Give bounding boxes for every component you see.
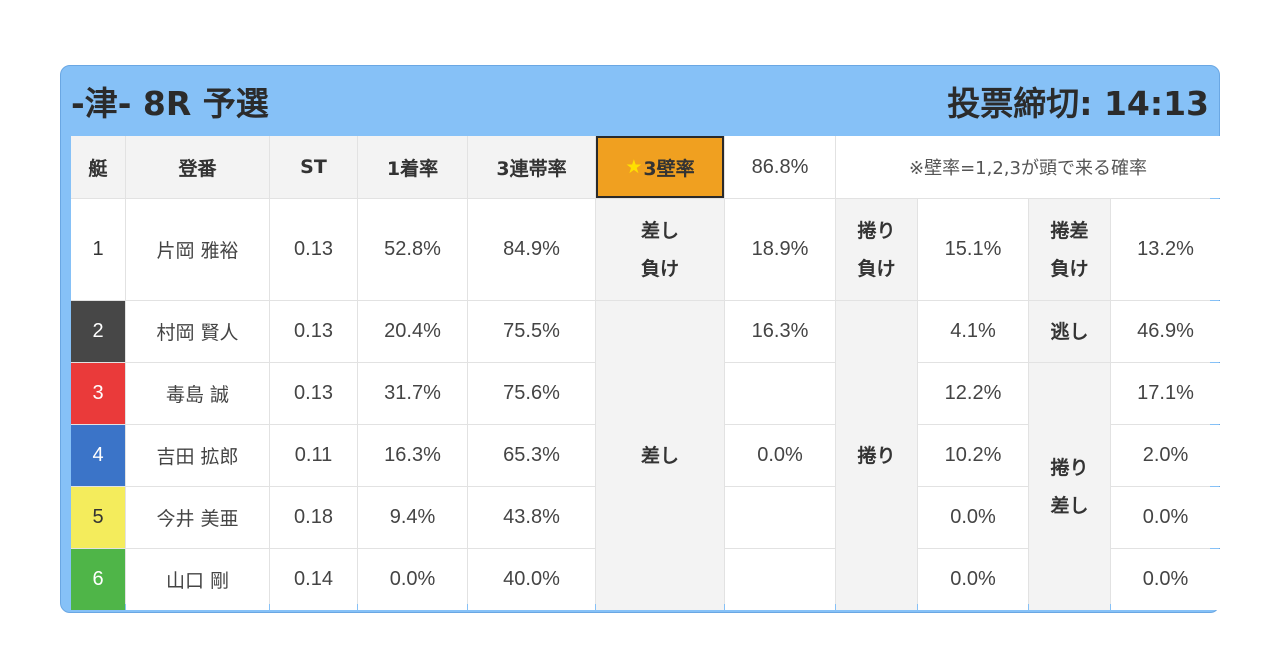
st-5: 0.18 [270,487,357,548]
trio-rate-4: 65.3% [468,425,595,486]
col-header-first-rate: 1着率 [358,136,467,198]
vote-deadline: 投票締切: 14:13 [947,84,1209,123]
sashi-value-6 [725,549,835,610]
kimarite-label-sashi: 差し [596,301,724,610]
star-icon: ★ [625,156,643,178]
sashi-value-2: 16.3% [725,301,835,362]
first-rate-3: 31.7% [358,363,467,424]
boat-number-3: 3 [71,363,125,424]
st-1: 0.13 [270,199,357,300]
makurisashi-value-4: 2.0% [1111,425,1220,486]
col-header-reg: 登番 [126,136,269,198]
wall-rate-label: 3壁率 [643,157,695,180]
col-header-st: ST [270,136,357,198]
makurisashi-value-3: 17.1% [1111,363,1220,424]
st-3: 0.13 [270,363,357,424]
boat-number-6: 6 [71,549,125,610]
kimarite-label-sashi-make: 差し 負け [596,199,724,300]
trio-rate-2: 75.5% [468,301,595,362]
first-rate-5: 9.4% [358,487,467,548]
racer-name-4: 吉田 拡郎 [126,425,269,486]
trio-rate-1: 84.9% [468,199,595,300]
wall-rate-badge: ★ 3壁率 [596,136,724,198]
makuri-value-2: 4.1% [918,301,1028,362]
makuri-value-3: 12.2% [918,363,1028,424]
kimarite-value-sashi-make: 18.9% [725,199,835,300]
makuri-value-5: 0.0% [918,487,1028,548]
wall-rate-value: 86.8% [725,136,835,198]
makurisashi-value-5: 0.0% [1111,487,1220,548]
st-4: 0.11 [270,425,357,486]
trio-rate-6: 40.0% [468,549,595,610]
first-rate-2: 20.4% [358,301,467,362]
race-table: 艇 登番 ST 1着率 3連帯率 ★ 3壁率 86.8% ※壁率=1,2,3が頭で… [71,136,1220,610]
racer-name-5: 今井 美亜 [126,487,269,548]
sashi-value-3 [725,363,835,424]
race-card: -津- 8R 予選 投票締切: 14:13 艇 登番 ST 1着率 3連帯率 ★… [60,65,1220,613]
boat-number-1: 1 [71,199,125,300]
first-rate-4: 16.3% [358,425,467,486]
boat-number-5: 5 [71,487,125,548]
makuri-value-6: 0.0% [918,549,1028,610]
boat-number-2: 2 [71,301,125,362]
kimarite-value-makurisashi-make: 13.2% [1111,199,1220,300]
kimarite-label-nige: 逃し [1029,301,1110,362]
race-title: -津- 8R 予選 [71,84,269,123]
first-rate-6: 0.0% [358,549,467,610]
first-rate-1: 52.8% [358,199,467,300]
sashi-value-4: 0.0% [725,425,835,486]
st-6: 0.14 [270,549,357,610]
col-header-boat: 艇 [71,136,125,198]
kimarite-value-makuri-make: 15.1% [918,199,1028,300]
makurisashi-value-6: 0.0% [1111,549,1220,610]
kimarite-label-makurisashi: 捲り 差し [1029,363,1110,610]
trio-rate-5: 43.8% [468,487,595,548]
col-header-trio-rate: 3連帯率 [468,136,595,198]
boat-number-4: 4 [71,425,125,486]
st-2: 0.13 [270,301,357,362]
racer-name-1: 片岡 雅裕 [126,199,269,300]
racer-name-3: 毒島 誠 [126,363,269,424]
kimarite-value-nige: 46.9% [1111,301,1220,362]
trio-rate-3: 75.6% [468,363,595,424]
wall-rate-note: ※壁率=1,2,3が頭で来る確率 [836,136,1220,198]
kimarite-label-makurisashi-make: 捲差 負け [1029,199,1110,300]
racer-name-6: 山口 剛 [126,549,269,610]
kimarite-label-makuri-make: 捲り 負け [836,199,917,300]
kimarite-label-makuri: 捲り [836,301,917,610]
sashi-value-5 [725,487,835,548]
makuri-value-4: 10.2% [918,425,1028,486]
racer-name-2: 村岡 賢人 [126,301,269,362]
